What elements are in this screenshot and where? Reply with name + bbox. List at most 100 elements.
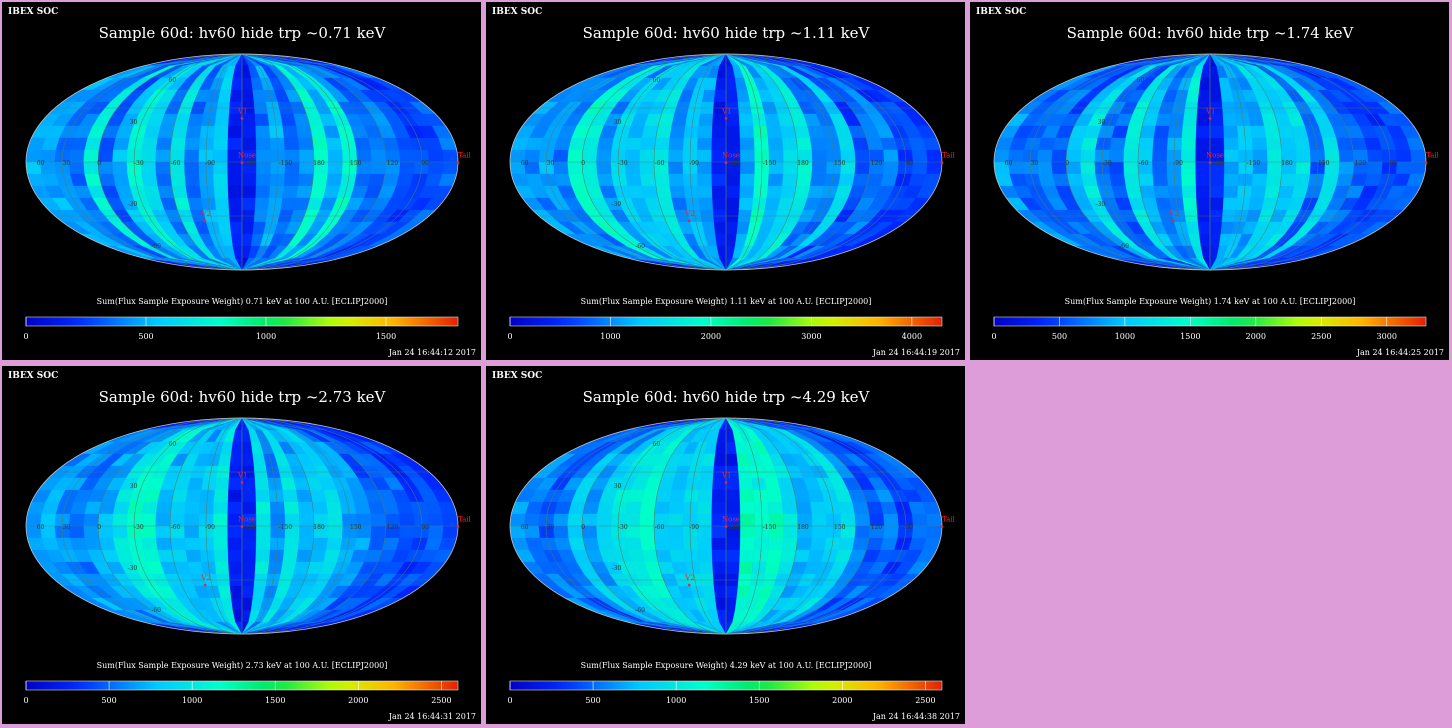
meridian-label: 150 bbox=[1318, 160, 1330, 167]
meridian-label: -90 bbox=[205, 524, 215, 531]
colorbar-tick-label: 2500 bbox=[431, 696, 451, 705]
chart-title: Sample 60d: hv60 hide trp ~1.11 keV bbox=[583, 24, 871, 42]
marker-nose: Nose bbox=[238, 516, 256, 524]
colorbar-tick-label: 500 bbox=[1052, 332, 1067, 341]
meridian-label: 60 bbox=[37, 524, 45, 531]
chart-svg: IBEX SOC Sample 60d: hv60 hide trp ~1.74 … bbox=[976, 7, 1444, 357]
colorbar-tick-label: 4000 bbox=[902, 332, 922, 341]
marker-tail: Tail bbox=[942, 152, 956, 160]
colorbar-tick-label: 500 bbox=[585, 696, 600, 705]
meridian-label: -90 bbox=[689, 160, 699, 167]
header-label: IBEX SOC bbox=[492, 371, 542, 381]
colorbar-tick-label: 0 bbox=[507, 332, 512, 341]
chart-svg: IBEX SOC Sample 60d: hv60 hide trp ~1.11 … bbox=[492, 7, 960, 357]
colorbar-tick-label: 2500 bbox=[1311, 332, 1331, 341]
marker-v1: V1 bbox=[721, 107, 732, 115]
header-label: IBEX SOC bbox=[8, 7, 58, 17]
colorbar-tick-label: 2000 bbox=[832, 696, 852, 705]
marker-v1: V1 bbox=[237, 107, 248, 115]
map-panel-4: IBEX SOC Sample 60d: hv60 hide trp ~2.73 … bbox=[2, 366, 481, 724]
marker-v2: V2 bbox=[684, 574, 695, 582]
colorbar-tick-label: 0 bbox=[23, 696, 28, 705]
colorbar-tick-label: 1500 bbox=[749, 696, 769, 705]
meridian-label: 60 bbox=[1005, 160, 1013, 167]
timestamp: Jan 24 16:44:31 2017 bbox=[388, 712, 476, 721]
latitude-label: 30 bbox=[130, 119, 138, 126]
chart-title: Sample 60d: hv60 hide trp ~2.73 keV bbox=[99, 388, 387, 406]
header-label: IBEX SOC bbox=[976, 7, 1026, 17]
latitude-label: -30 bbox=[128, 565, 138, 572]
latitude-label: 30 bbox=[130, 483, 138, 490]
meridian-label: -30 bbox=[134, 160, 144, 167]
map-panel-2: IBEX SOC Sample 60d: hv60 hide trp ~1.11 … bbox=[486, 2, 965, 360]
latitude-label: 60 bbox=[1137, 77, 1145, 84]
header-label: IBEX SOC bbox=[8, 371, 58, 381]
meridian-label: 180 bbox=[797, 524, 809, 531]
colorbar bbox=[509, 316, 943, 327]
marker-v2: V2 bbox=[200, 574, 211, 582]
timestamp: Jan 24 16:44:12 2017 bbox=[388, 348, 476, 357]
colorbar-label: Sum(Flux Sample Exposure Weight) 1.11 ke… bbox=[581, 297, 872, 306]
marker-nose: Nose bbox=[722, 516, 740, 524]
colorbar-tick-label: 3000 bbox=[1377, 332, 1397, 341]
meridian-label: 60 bbox=[37, 160, 45, 167]
meridian-label: 120 bbox=[387, 524, 399, 531]
colorbar-tick-label: 1000 bbox=[256, 332, 276, 341]
colorbar-label: Sum(Flux Sample Exposure Weight) 1.74 ke… bbox=[1065, 297, 1356, 306]
marker-v1: V1 bbox=[721, 471, 732, 479]
meridian-label: 90 bbox=[1389, 160, 1397, 167]
latitude-label: -30 bbox=[612, 565, 622, 572]
meridian-label: 0 bbox=[97, 524, 101, 531]
meridian-label: 30 bbox=[547, 160, 555, 167]
colorbar-label: Sum(Flux Sample Exposure Weight) 2.73 ke… bbox=[97, 661, 388, 670]
colorbar-tick-label: 3000 bbox=[801, 332, 821, 341]
colorbar-label: Sum(Flux Sample Exposure Weight) 4.29 ke… bbox=[581, 661, 872, 670]
marker-v2: V2 bbox=[1168, 210, 1179, 218]
latitude-label: 30 bbox=[614, 483, 622, 490]
meridian-label: 60 bbox=[521, 524, 529, 531]
meridian-label: 150 bbox=[350, 524, 362, 531]
colorbar-tick-label: 1000 bbox=[666, 696, 686, 705]
meridian-label: 30 bbox=[547, 524, 555, 531]
latitude-label: -60 bbox=[635, 243, 645, 250]
colorbar-tick-label: 0 bbox=[23, 332, 28, 341]
meridian-label: 150 bbox=[834, 524, 846, 531]
latitude-label: -60 bbox=[151, 607, 161, 614]
meridian-label: -150 bbox=[763, 524, 777, 531]
colorbar-tick-label: 1000 bbox=[1115, 332, 1135, 341]
colorbar-tick-label: 0 bbox=[507, 696, 512, 705]
colorbar-tick-label: 2500 bbox=[915, 696, 935, 705]
meridian-label: 90 bbox=[421, 524, 429, 531]
latitude-label: 30 bbox=[1098, 119, 1106, 126]
marker-v2: V2 bbox=[200, 210, 211, 218]
meridian-label: -30 bbox=[1102, 160, 1112, 167]
meridian-label: 0 bbox=[581, 160, 585, 167]
meridian-label: -150 bbox=[279, 524, 293, 531]
meridian-label: 30 bbox=[1031, 160, 1039, 167]
chart-svg: IBEX SOC Sample 60d: hv60 hide trp ~4.29 … bbox=[492, 371, 960, 721]
marker-tail: Tail bbox=[458, 152, 472, 160]
marker-tail: Tail bbox=[1426, 152, 1440, 160]
colorbar-tick-label: 2000 bbox=[1246, 332, 1266, 341]
meridian-label: -150 bbox=[279, 160, 293, 167]
meridian-label: 30 bbox=[63, 524, 71, 531]
sky-map bbox=[26, 54, 458, 270]
meridian-label: 180 bbox=[313, 160, 325, 167]
meridian-label: -90 bbox=[205, 160, 215, 167]
meridian-label: 0 bbox=[1065, 160, 1069, 167]
latitude-label: -30 bbox=[128, 201, 138, 208]
meridian-label: 150 bbox=[350, 160, 362, 167]
colorbar bbox=[993, 316, 1427, 327]
meridian-label: 180 bbox=[1281, 160, 1293, 167]
timestamp: Jan 24 16:44:38 2017 bbox=[872, 712, 960, 721]
map-panel-5: IBEX SOC Sample 60d: hv60 hide trp ~4.29 … bbox=[486, 366, 965, 724]
marker-v1: V1 bbox=[1205, 107, 1216, 115]
meridian-label: 0 bbox=[581, 524, 585, 531]
chart-svg: IBEX SOC Sample 60d: hv60 hide trp ~0.71 … bbox=[8, 7, 476, 357]
colorbar bbox=[25, 316, 459, 327]
chart-title: Sample 60d: hv60 hide trp ~1.74 keV bbox=[1067, 24, 1355, 42]
meridian-label: 60 bbox=[521, 160, 529, 167]
meridian-label: 120 bbox=[871, 524, 883, 531]
meridian-label: 90 bbox=[905, 160, 913, 167]
marker-tail: Tail bbox=[458, 516, 472, 524]
